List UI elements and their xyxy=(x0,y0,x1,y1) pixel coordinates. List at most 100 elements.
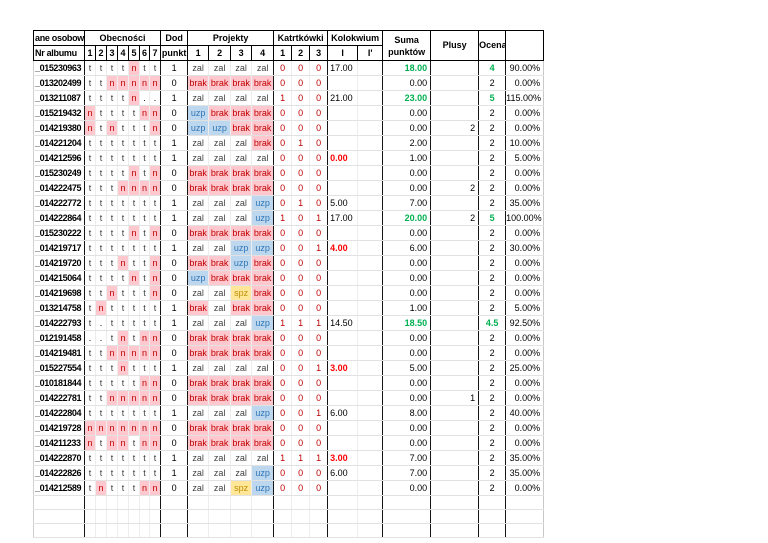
kartkowka-cell[interactable]: 1 xyxy=(291,135,311,151)
attendance-cell[interactable] xyxy=(139,495,150,510)
kartkowka-cell[interactable]: 0 xyxy=(309,465,329,481)
project-cell[interactable]: brak xyxy=(251,120,275,136)
plusy-cell[interactable] xyxy=(430,345,480,361)
attendance-cell[interactable]: t xyxy=(84,390,96,406)
dod-points-cell[interactable] xyxy=(160,495,189,510)
attendance-cell[interactable]: t xyxy=(95,225,107,241)
kartkowka-cell[interactable]: 0 xyxy=(291,390,311,406)
ocena-cell[interactable]: 2 xyxy=(478,480,507,496)
attendance-cell[interactable]: t xyxy=(128,120,140,136)
suma-cell[interactable]: 1.00 xyxy=(382,300,432,316)
kolokwium-i-cell[interactable]: 3.00 xyxy=(327,360,359,376)
project-cell[interactable]: uzp xyxy=(187,120,210,136)
percent-cell[interactable]: 0.00% xyxy=(505,480,545,496)
project-cell[interactable]: zal xyxy=(208,405,232,421)
attendance-cell[interactable]: t xyxy=(84,90,96,106)
attendance-cell[interactable]: . xyxy=(84,330,96,346)
kartkowka-cell[interactable]: 0 xyxy=(309,75,329,91)
attendance-cell[interactable]: . xyxy=(95,315,107,331)
ocena-cell[interactable]: 2 xyxy=(478,105,507,121)
kartkowka-cell[interactable] xyxy=(309,509,329,524)
percent-cell[interactable]: 40.00% xyxy=(505,405,545,421)
kolokwium-i2-cell[interactable] xyxy=(357,509,384,524)
kartkowka-cell[interactable]: 0 xyxy=(273,225,293,241)
attendance-cell[interactable]: t xyxy=(139,465,150,481)
percent-cell[interactable]: 0.00% xyxy=(505,285,545,301)
project-cell[interactable]: zal xyxy=(187,60,210,76)
header-kart-1[interactable]: 1 xyxy=(273,45,293,61)
kartkowka-cell[interactable]: 0 xyxy=(291,480,311,496)
plusy-cell[interactable] xyxy=(430,255,480,271)
attendance-cell[interactable]: n xyxy=(84,435,96,451)
attendance-cell[interactable]: t xyxy=(106,150,118,166)
attendance-cell[interactable]: t xyxy=(128,465,140,481)
dod-points-cell[interactable]: 1 xyxy=(160,315,189,331)
project-cell[interactable]: uzp xyxy=(208,120,232,136)
plusy-cell[interactable] xyxy=(430,435,480,451)
attendance-cell[interactable] xyxy=(106,495,118,510)
kartkowka-cell[interactable] xyxy=(291,495,311,510)
header-proj-4[interactable]: 4 xyxy=(251,45,275,61)
dod-points-cell[interactable]: 0 xyxy=(160,105,189,121)
project-cell[interactable]: brak xyxy=(187,225,210,241)
ocena-cell[interactable]: 5 xyxy=(478,210,507,226)
dod-points-cell[interactable]: 0 xyxy=(160,75,189,91)
attendance-cell[interactable]: t xyxy=(95,405,107,421)
attendance-cell[interactable]: t xyxy=(117,300,129,316)
kartkowka-cell[interactable]: 0 xyxy=(291,330,311,346)
album-cell[interactable]: _014211233 xyxy=(33,435,85,451)
plusy-cell[interactable]: 2 xyxy=(430,210,480,226)
project-cell[interactable]: brak xyxy=(251,75,275,91)
attendance-cell[interactable]: n xyxy=(84,105,96,121)
project-cell[interactable]: zal xyxy=(187,240,210,256)
header-proj-3[interactable]: 3 xyxy=(230,45,253,61)
header-projekty[interactable]: Projekty xyxy=(187,30,275,46)
plusy-cell[interactable] xyxy=(430,285,480,301)
kartkowka-cell[interactable]: 0 xyxy=(291,270,311,286)
kolokwium-i2-cell[interactable] xyxy=(357,420,384,436)
album-cell[interactable]: _014221204 xyxy=(33,135,85,151)
attendance-cell[interactable]: t xyxy=(95,465,107,481)
project-cell[interactable]: zal xyxy=(187,90,210,106)
plusy-cell[interactable] xyxy=(430,420,480,436)
attendance-cell[interactable]: t xyxy=(106,225,118,241)
header-att-2[interactable]: 2 xyxy=(95,45,107,61)
kartkowka-cell[interactable] xyxy=(309,523,329,538)
kartkowka-cell[interactable]: 0 xyxy=(291,75,311,91)
kolokwium-i2-cell[interactable] xyxy=(357,405,384,421)
project-cell[interactable]: zal xyxy=(208,480,232,496)
project-cell[interactable]: uzp xyxy=(251,195,275,211)
kartkowka-cell[interactable]: 0 xyxy=(309,345,329,361)
project-cell[interactable]: zal xyxy=(187,195,210,211)
ocena-cell[interactable]: 2 xyxy=(478,405,507,421)
kartkowka-cell[interactable]: 0 xyxy=(273,375,293,391)
kartkowka-cell[interactable]: 0 xyxy=(309,60,329,76)
attendance-cell[interactable]: t xyxy=(117,225,129,241)
header-proj-1[interactable]: 1 xyxy=(187,45,210,61)
kolokwium-i2-cell[interactable] xyxy=(357,270,384,286)
ocena-cell[interactable]: 2 xyxy=(478,240,507,256)
attendance-cell[interactable]: t xyxy=(106,105,118,121)
attendance-cell[interactable]: t xyxy=(128,240,140,256)
percent-cell[interactable]: 5.00% xyxy=(505,300,545,316)
attendance-cell[interactable]: t xyxy=(139,405,150,421)
attendance-cell[interactable]: n xyxy=(149,375,162,391)
project-cell[interactable]: zal xyxy=(230,450,253,466)
project-cell[interactable]: uzp xyxy=(251,210,275,226)
plusy-cell[interactable] xyxy=(430,150,480,166)
kartkowka-cell[interactable]: 0 xyxy=(273,135,293,151)
project-cell[interactable]: zal xyxy=(230,60,253,76)
project-cell[interactable]: brak xyxy=(208,225,232,241)
project-cell[interactable]: brak xyxy=(251,135,275,151)
album-cell[interactable]: _014222475 xyxy=(33,180,85,196)
kolokwium-i2-cell[interactable] xyxy=(357,150,384,166)
kolokwium-i2-cell[interactable] xyxy=(357,465,384,481)
dod-points-cell[interactable]: 0 xyxy=(160,330,189,346)
kartkowka-cell[interactable]: 0 xyxy=(309,330,329,346)
project-cell[interactable]: brak xyxy=(187,390,210,406)
kartkowka-cell[interactable]: 0 xyxy=(291,120,311,136)
ocena-cell[interactable]: 2 xyxy=(478,360,507,376)
attendance-cell[interactable]: n xyxy=(139,180,150,196)
kolokwium-i-cell[interactable]: 14.50 xyxy=(327,315,359,331)
project-cell[interactable]: zal xyxy=(251,90,275,106)
